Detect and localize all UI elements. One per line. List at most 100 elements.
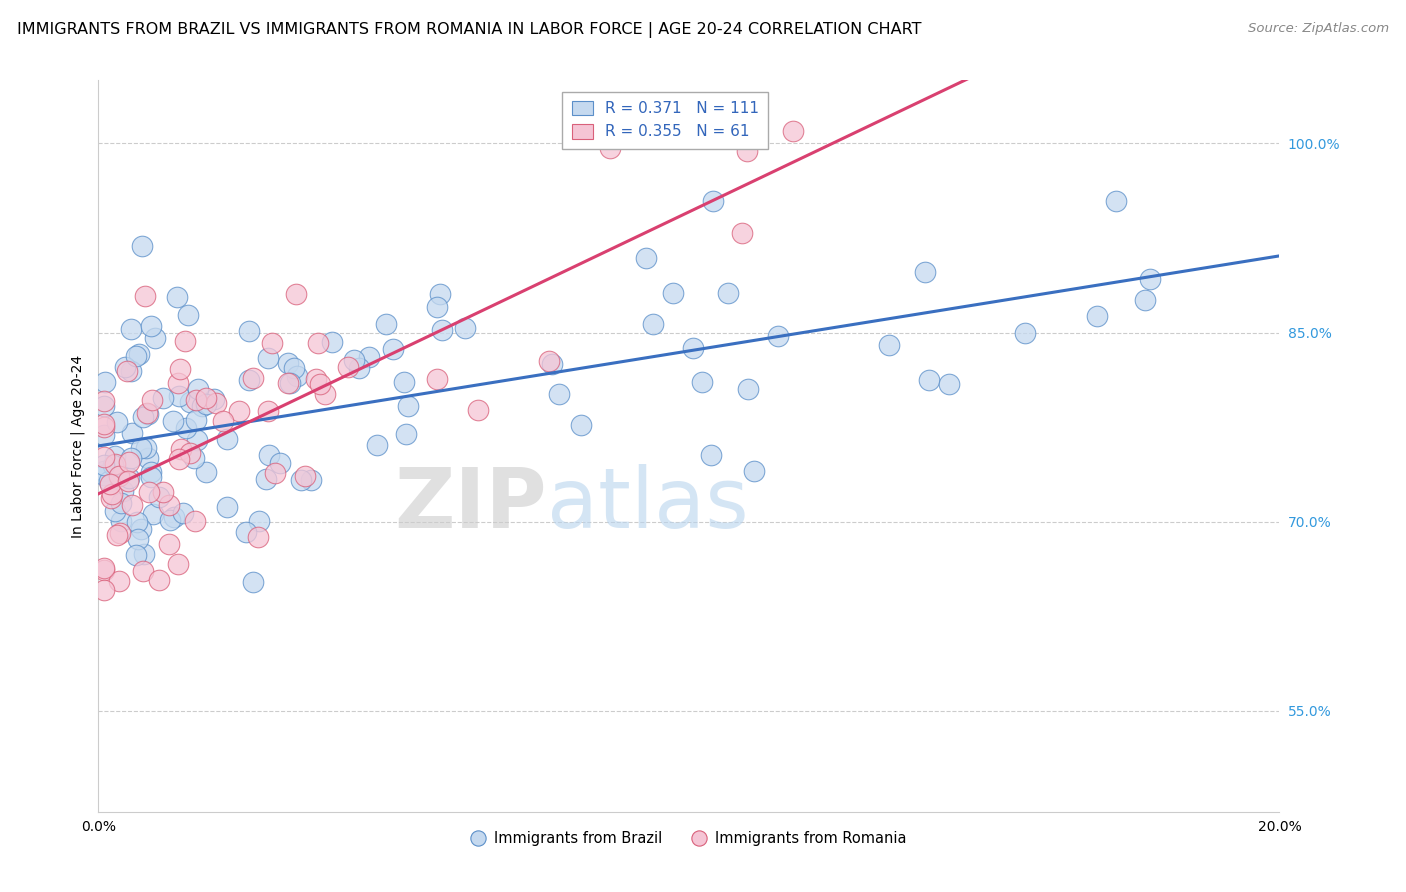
Point (305, 372, 328, 386)
Point (162, 414, 184, 428)
Point (381, 343, 404, 357)
Point (337, 360, 360, 375)
Point (307, 335, 329, 350)
Point (136, 450, 159, 465)
Point (94, 375, 117, 389)
Point (702, 194, 724, 208)
Point (167, 389, 190, 403)
Point (395, 427, 418, 442)
Point (299, 474, 322, 488)
Point (246, 530, 269, 544)
Point (139, 318, 162, 333)
Point (242, 371, 264, 385)
Point (278, 376, 301, 390)
Point (634, 251, 657, 265)
Point (139, 465, 162, 479)
Point (662, 286, 685, 301)
Point (599, 140, 621, 154)
Point (877, 338, 900, 352)
Point (132, 410, 155, 425)
Point (467, 403, 489, 417)
Point (238, 324, 260, 338)
Point (426, 372, 449, 386)
Point (93, 450, 115, 464)
Point (742, 464, 765, 478)
Point (172, 506, 194, 520)
Point (110, 496, 132, 510)
Point (294, 468, 316, 483)
Point (169, 362, 191, 376)
Point (97, 474, 120, 488)
Point (257, 403, 280, 417)
Point (548, 386, 571, 401)
Point (1139, 271, 1161, 285)
Point (257, 448, 280, 462)
Point (202, 392, 225, 406)
Point (108, 468, 131, 483)
Point (254, 472, 277, 486)
Point (682, 341, 704, 355)
Point (104, 449, 127, 463)
Point (914, 265, 936, 279)
Point (131, 239, 153, 253)
Point (110, 514, 132, 528)
Point (93, 467, 115, 482)
Point (737, 382, 759, 396)
Point (247, 514, 270, 528)
Point (101, 458, 124, 473)
Point (454, 321, 477, 335)
Point (541, 357, 564, 371)
Point (93, 417, 115, 431)
Point (143, 331, 166, 345)
Point (129, 522, 152, 536)
Point (205, 396, 228, 410)
Point (242, 575, 264, 590)
Point (735, 144, 758, 158)
Point (194, 466, 217, 480)
Point (105, 415, 128, 429)
Point (782, 124, 804, 138)
Point (366, 437, 388, 451)
Point (257, 351, 280, 365)
Point (148, 490, 170, 504)
Point (429, 287, 451, 301)
Point (174, 421, 197, 435)
Text: atlas: atlas (547, 464, 749, 545)
Point (93, 560, 115, 574)
Point (717, 286, 740, 301)
Point (1104, 194, 1126, 208)
Point (269, 456, 291, 470)
Point (260, 335, 283, 350)
Point (105, 528, 128, 542)
Point (938, 377, 960, 392)
Point (128, 347, 150, 361)
Point (93, 427, 115, 442)
Point (186, 433, 208, 447)
Point (186, 392, 208, 407)
Text: ZIP: ZIP (395, 464, 547, 545)
Point (127, 516, 149, 530)
Point (228, 404, 250, 418)
Point (163, 509, 186, 524)
Point (98, 477, 121, 491)
Point (396, 400, 419, 414)
Point (107, 574, 129, 589)
Point (690, 375, 713, 389)
Point (167, 451, 190, 466)
Point (104, 504, 127, 518)
Point (157, 498, 180, 512)
Point (120, 322, 142, 336)
Point (179, 394, 201, 409)
Point (179, 446, 201, 460)
Point (1014, 326, 1036, 341)
Point (118, 471, 141, 485)
Point (125, 548, 148, 562)
Point (186, 413, 208, 427)
Point (127, 533, 149, 547)
Point (93, 399, 115, 413)
Point (141, 393, 163, 408)
Point (571, 418, 593, 433)
Point (101, 486, 124, 500)
Point (135, 442, 157, 456)
Point (152, 484, 174, 499)
